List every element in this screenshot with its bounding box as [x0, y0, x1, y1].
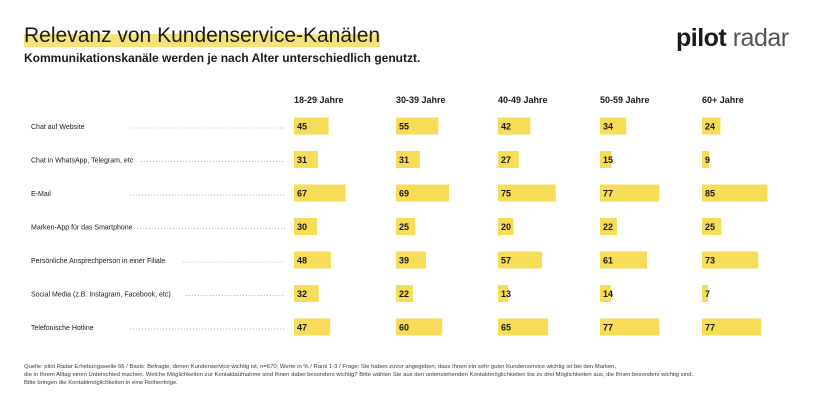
bar-value-label: 34: [603, 122, 613, 132]
page-subtitle: Kommunikationskanäle werden je nach Alte…: [24, 51, 421, 65]
bar: [396, 218, 416, 235]
footnote-line-1: Quelle: pilot Radar Erhebungswelle 66 / …: [24, 364, 617, 370]
bar-value-label: 31: [399, 155, 409, 165]
bar-value-label: 25: [705, 222, 715, 232]
bar: [294, 285, 319, 302]
category-label: Telefonische Hotline: [31, 325, 94, 332]
bar: [396, 318, 443, 336]
bar: [702, 218, 722, 235]
bar-value-label: 75: [501, 189, 511, 199]
category-label: E-Mail: [31, 191, 51, 198]
series-header: 50-59 Jahre: [600, 95, 650, 105]
bar: [396, 251, 427, 269]
bar: [294, 184, 346, 202]
bar: [600, 218, 617, 235]
bar: [702, 318, 762, 336]
bar: [498, 151, 519, 168]
bar-value-label: 57: [501, 256, 511, 266]
bar: [498, 184, 556, 202]
bar: [600, 251, 647, 269]
bar: [498, 318, 549, 336]
bar-value-label: 39: [399, 256, 409, 266]
bar-value-label: 69: [399, 189, 409, 199]
bar-value-label: 77: [603, 189, 613, 199]
bar-value-label: 31: [297, 155, 307, 165]
title-block: Relevanz von Kundenservice-Kanälen: [24, 24, 381, 48]
footnote-line-3: Bitte bringen die Kontaktmöglichkeiten i…: [24, 380, 178, 386]
bar: [498, 251, 542, 269]
bar-value-label: 48: [297, 256, 307, 266]
series-header: 40-49 Jahre: [498, 95, 548, 105]
footnote: Quelle: pilot Radar Erhebungswelle 66 / …: [24, 363, 804, 387]
bar: [396, 285, 413, 302]
footnote-line-2: die in Ihrem Alltag einen Unterschied ma…: [24, 372, 694, 378]
bar-value-label: 45: [297, 122, 307, 132]
bar: [498, 218, 514, 235]
bar: [396, 184, 450, 202]
bar-value-label: 30: [297, 222, 307, 232]
category-label: Chat auf Website: [31, 124, 85, 131]
bar: [600, 184, 660, 202]
series-header: 60+ Jahre: [702, 95, 744, 105]
bar: [600, 285, 611, 302]
bar: [294, 251, 331, 269]
bar-value-label: 13: [501, 289, 511, 299]
title-highlight: [24, 34, 381, 47]
bar: [294, 117, 329, 135]
bar-value-label: 55: [399, 122, 409, 132]
bar: [600, 318, 660, 336]
logo-text-pilot: pilot: [676, 24, 727, 52]
logo-text-radar: radar: [732, 24, 789, 52]
bar-value-label: 14: [603, 289, 613, 299]
bar-value-label: 47: [297, 323, 307, 333]
bar: [600, 151, 612, 168]
bar-value-label: 22: [399, 289, 409, 299]
series-header: 30-39 Jahre: [396, 95, 446, 105]
bar-value-label: 15: [603, 155, 613, 165]
bar: [396, 117, 439, 135]
bar-value-label: 22: [603, 222, 613, 232]
bar-value-label: 67: [297, 189, 307, 199]
bar-value-label: 60: [399, 323, 409, 333]
category-label: Social Media (z.B. Instagram, Facebook, …: [31, 292, 171, 299]
bar-value-label: 9: [705, 155, 710, 165]
bar: [294, 218, 318, 235]
bar-value-label: 73: [705, 256, 715, 266]
bar: [498, 117, 531, 135]
bar: [294, 151, 318, 168]
brand-logo: pilot radar: [676, 24, 789, 53]
bar: [702, 251, 759, 269]
series-header: 18-29 Jahre: [294, 95, 344, 105]
bar: [702, 151, 709, 168]
bar-value-label: 65: [501, 323, 511, 333]
bar-value-label: 61: [603, 256, 613, 266]
bar: [702, 285, 708, 302]
bar-value-label: 32: [297, 289, 307, 299]
bar-value-label: 42: [501, 122, 511, 132]
bar-value-label: 20: [501, 222, 511, 232]
bar-value-label: 77: [705, 323, 715, 333]
bar: [702, 117, 721, 135]
bar: [600, 117, 627, 135]
bar: [702, 184, 768, 202]
page-title: Relevanz von Kundenservice-Kanälen: [24, 24, 381, 47]
bar: [498, 285, 509, 302]
bar-value-label: 7: [705, 289, 710, 299]
bar-value-label: 77: [603, 323, 613, 333]
category-label: Persönliche Ansprechperson in einer Fili…: [31, 258, 165, 265]
category-label: Chat in WhatsApp, Telegram, etc: [31, 158, 134, 165]
bar: [396, 151, 420, 168]
bar-value-label: 85: [705, 189, 715, 199]
bar-value-label: 25: [399, 222, 409, 232]
bar-value-label: 27: [501, 155, 511, 165]
bar: [294, 318, 331, 336]
category-label: Marken-App für das Smartphone: [31, 225, 133, 232]
bar-value-label: 24: [705, 122, 715, 132]
